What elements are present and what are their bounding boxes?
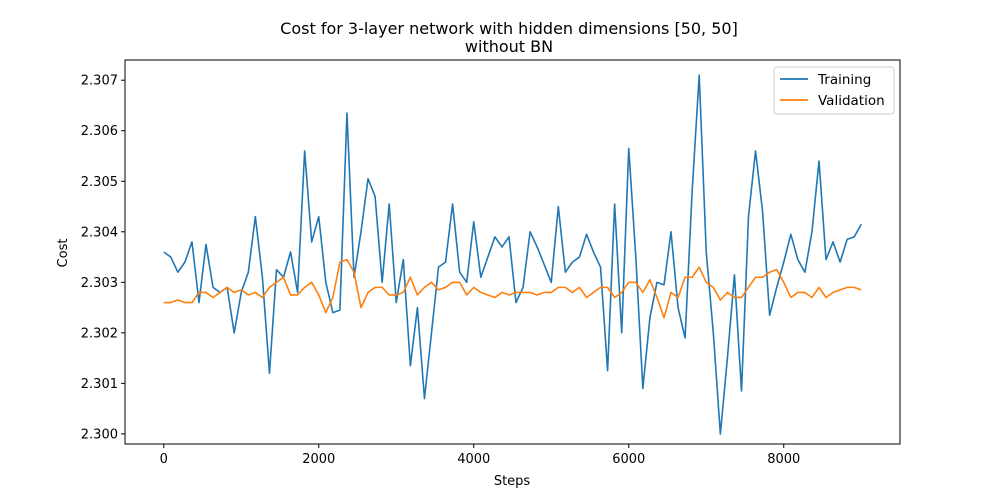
- x-axis-label: Steps: [494, 474, 531, 489]
- series-line-training: [163, 74, 862, 435]
- x-tick-label: 2000: [302, 452, 335, 467]
- plot-area: [124, 59, 901, 445]
- axes-frame: [124, 59, 901, 445]
- y-tick-label: 2.304: [81, 225, 118, 240]
- y-axis-ticks: 2.300 2.301 2.302 2.303 2.304 2.305 2.306 2.307: [81, 74, 125, 442]
- legend-label-validation: Validation: [818, 93, 885, 109]
- legend: Training Validation: [773, 66, 895, 115]
- chart-subtitle: without BN: [465, 37, 553, 56]
- y-tick-label: 2.305: [81, 175, 118, 190]
- y-tick-label: 2.301: [81, 377, 118, 392]
- x-tick-label: 4000: [457, 452, 490, 467]
- y-tick-label: 2.303: [81, 276, 118, 291]
- legend-label-training: Training: [817, 72, 871, 88]
- x-tick-label: 8000: [767, 452, 800, 467]
- x-tick-label: 6000: [612, 452, 645, 467]
- chart-title: Cost for 3-layer network with hidden dim…: [280, 19, 738, 38]
- y-tick-label: 2.306: [81, 124, 118, 139]
- y-axis-label: Cost: [56, 239, 71, 268]
- series-line-validation: [163, 258, 862, 319]
- x-tick-label: 0: [160, 452, 168, 467]
- y-tick-label: 2.307: [81, 74, 118, 89]
- x-axis-ticks: 0 2000 4000 6000 8000: [160, 444, 800, 467]
- y-tick-label: 2.300: [81, 427, 118, 442]
- y-tick-label: 2.302: [81, 326, 118, 341]
